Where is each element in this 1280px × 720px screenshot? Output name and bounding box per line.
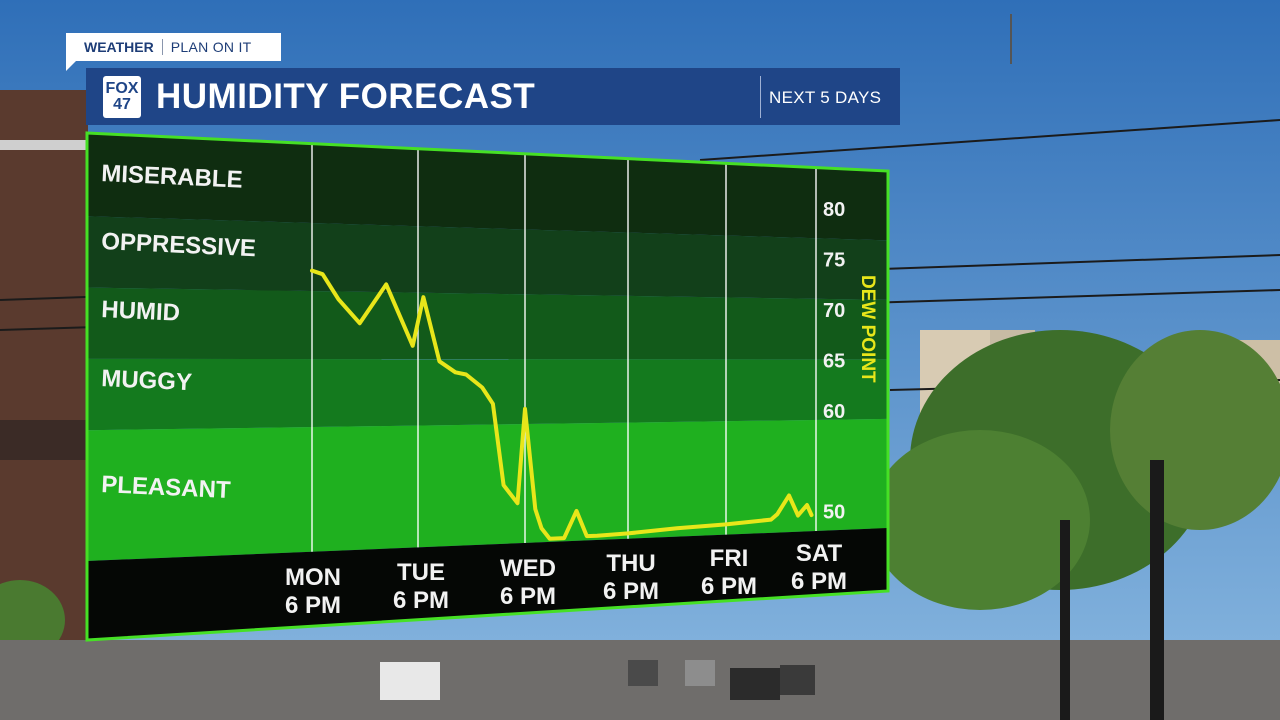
x-label-day: WED xyxy=(500,555,556,582)
x-label-day: SAT xyxy=(796,540,843,567)
badge-tail xyxy=(66,61,76,71)
zone-label-humid: HUMID xyxy=(101,296,181,327)
x-label-time: 6 PM xyxy=(500,583,556,610)
x-label-time: 6 PM xyxy=(393,587,449,614)
y-tick-label: 70 xyxy=(823,300,845,322)
zone-label-muggy: MUGGY xyxy=(101,365,193,396)
x-label-time: 6 PM xyxy=(285,592,341,619)
weather-badge: WEATHER PLAN ON IT xyxy=(66,33,281,61)
page-title: HUMIDITY FORECAST xyxy=(156,76,536,116)
logo-bottom-text: 47 xyxy=(113,95,131,113)
x-axis-band xyxy=(87,528,888,640)
y-tick-label: 75 xyxy=(823,250,845,272)
y-tick-label: 80 xyxy=(823,199,845,221)
x-label-day: TUE xyxy=(397,559,445,586)
title-bar: FOX 47 HUMIDITY FORECAST NEXT 5 DAYS xyxy=(86,68,900,125)
y-axis-label: DEW POINT xyxy=(857,275,878,383)
fox47-logo: FOX 47 xyxy=(103,75,141,118)
badge-divider xyxy=(161,39,163,55)
badge-tagline: PLAN ON IT xyxy=(170,39,252,55)
zone-label-pleasant: PLEASANT xyxy=(101,471,232,504)
chart-border xyxy=(85,131,890,642)
logo-top-text: FOX xyxy=(105,79,139,97)
zone-band-humid xyxy=(87,287,888,360)
x-label-time: 6 PM xyxy=(791,568,847,595)
zone-label-miserable: MISERABLE xyxy=(101,160,243,194)
badge-weather-label: WEATHER xyxy=(84,39,154,55)
x-label-time: 6 PM xyxy=(603,578,659,605)
title-divider xyxy=(760,76,761,118)
x-label-day: THU xyxy=(606,550,655,577)
y-tick-label: 65 xyxy=(823,350,845,372)
y-tick-label: 60 xyxy=(823,401,845,423)
x-label-time: 6 PM xyxy=(701,573,757,600)
forecast-range: NEXT 5 DAYS xyxy=(769,88,882,107)
zone-band-oppressive xyxy=(87,216,888,300)
x-label-day: FRI xyxy=(710,545,749,572)
x-label-day: MON xyxy=(285,564,341,591)
dew-point-line xyxy=(310,268,814,541)
zone-band-miserable xyxy=(87,133,888,241)
y-tick-label: 50 xyxy=(823,502,845,524)
